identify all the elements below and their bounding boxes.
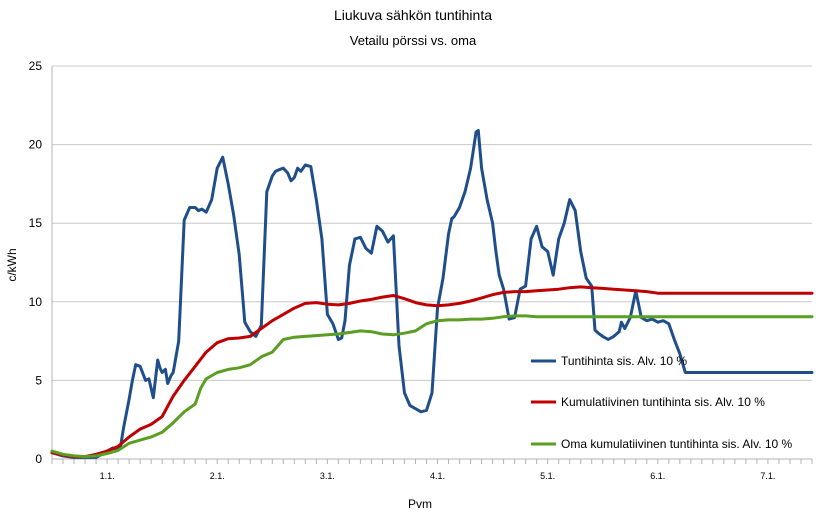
y-tick-label: 25 xyxy=(29,59,43,73)
x-tick-label: 6.1. xyxy=(650,471,665,481)
x-tick-label: 3.1. xyxy=(320,471,335,481)
series-line-3 xyxy=(50,314,814,459)
legend-label-3: Oma kumulatiivinen tuntihinta sis. Alv. … xyxy=(561,437,793,451)
series-lines xyxy=(50,129,814,459)
y-tick-label: 0 xyxy=(35,452,42,466)
y-tick-label: 20 xyxy=(29,138,43,152)
chart-title: Liukuva sähkön tuntihinta xyxy=(334,7,492,23)
x-tick-label: 7.1. xyxy=(760,471,775,481)
gridlines xyxy=(51,65,812,460)
x-tick-marks: 1.1. 2.1. 3.1. 4.1. 5.1. 6.1. 7.1. xyxy=(51,459,813,481)
y-tick-label: 15 xyxy=(29,216,43,230)
y-tick-label: 10 xyxy=(29,295,43,309)
legend: Tuntihinta sis. Alv. 10 % Kumulatiivinen … xyxy=(531,354,793,451)
x-tick-label: 5.1. xyxy=(540,471,555,481)
x-tick-label: 1.1. xyxy=(100,471,115,481)
y-tick-labels: 0 5 10 15 20 25 xyxy=(29,59,43,466)
legend-label-2: Kumulatiivinen tuntihinta sis. Alv. 10 % xyxy=(561,395,765,409)
x-axis-label: Pvm xyxy=(408,497,432,511)
chart-subtitle: Vetailu pörssi vs. oma xyxy=(350,33,477,48)
x-tick-label: 4.1. xyxy=(430,471,445,481)
x-tick-label: 2.1. xyxy=(210,471,225,481)
y-tick-label: 5 xyxy=(35,373,42,387)
legend-label-1: Tuntihinta sis. Alv. 10 % xyxy=(561,354,687,368)
y-axis-label: c/kWh xyxy=(5,248,19,281)
series-line-1 xyxy=(50,129,814,459)
series-line-2 xyxy=(50,285,814,459)
